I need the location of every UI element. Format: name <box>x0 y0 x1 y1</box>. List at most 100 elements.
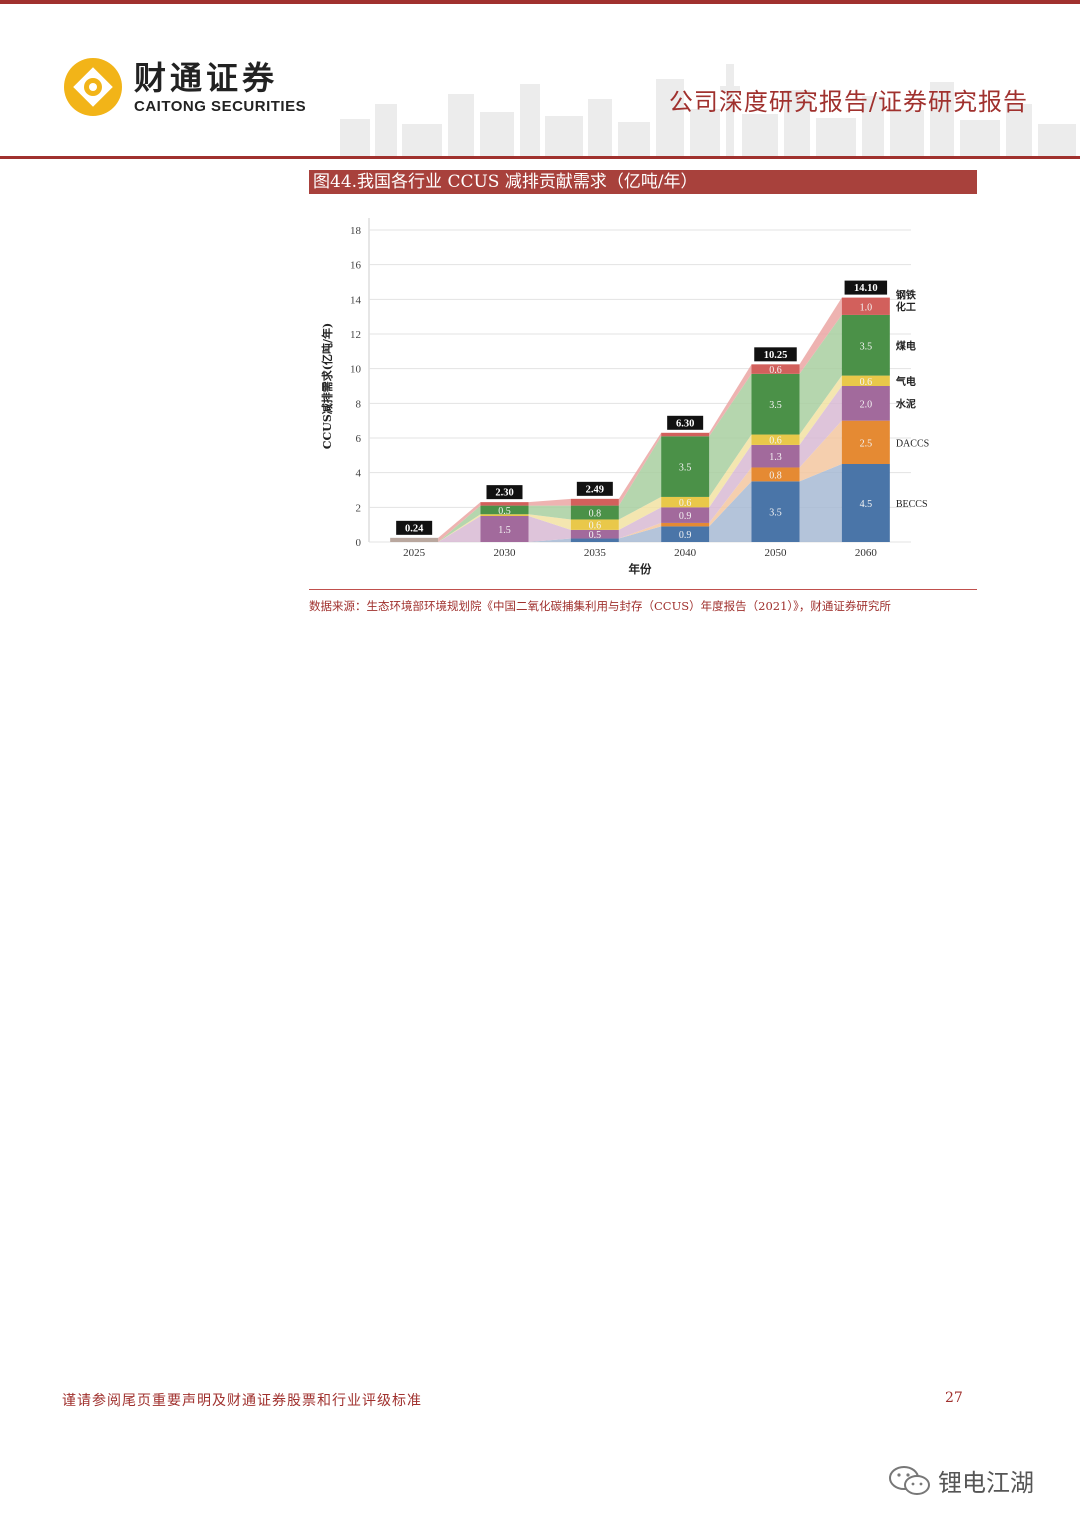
bar-segment <box>841 314 890 376</box>
x-tick-label: 2030 <box>494 547 517 559</box>
bar-segment <box>570 538 619 542</box>
data-label: 0.6 <box>679 498 692 509</box>
bar-segment <box>751 481 800 542</box>
data-label: 1.5 <box>498 525 511 536</box>
y-tick-label: 18 <box>350 225 362 237</box>
bar-segment <box>751 444 800 468</box>
ccus-stacked-chart: 0 2 4 6 8 10 12 14 16 18 0.9 3.5 4.5 0.8 2.5 1.5 0.5 0.9 1… <box>320 218 929 576</box>
series-band <box>709 444 752 523</box>
data-label: 0.6 <box>860 377 873 388</box>
bar-segment <box>480 516 529 542</box>
brand-logo: 财通证券 CAITONG SECURITIES <box>62 56 306 118</box>
data-label: 2.0 <box>860 399 873 410</box>
series-band <box>618 496 662 530</box>
series-band <box>618 507 662 539</box>
page-header: 财通证券 CAITONG SECURITIES 公司深度研究报告/证券研究报告 <box>0 4 1080 156</box>
total-badge <box>754 347 797 362</box>
x-tick-label: 2040 <box>674 547 697 559</box>
y-tick-label: 2 <box>356 502 362 514</box>
x-axis-title: 年份 <box>629 562 652 576</box>
x-tick-label: 2060 <box>855 547 878 559</box>
total-label: 0.24 <box>405 523 424 534</box>
bar-segment <box>480 514 529 516</box>
total-label: 14.10 <box>854 283 878 294</box>
city-skyline-decoration <box>340 64 1076 156</box>
series-band <box>528 498 571 506</box>
y-axis-title: CCUS减排需求(亿吨/年) <box>320 323 334 449</box>
top-border <box>0 0 1080 4</box>
series-band <box>709 467 752 527</box>
series-band <box>438 505 481 542</box>
legend-label: 钢铁 <box>896 288 916 301</box>
bar-segment <box>390 537 439 542</box>
data-label: 3.5 <box>679 463 692 474</box>
bar-segment <box>570 529 619 539</box>
bar-segment <box>661 432 710 437</box>
bar-segment <box>751 364 800 374</box>
series-band <box>528 514 571 530</box>
series-band <box>799 386 842 468</box>
y-tick-label: 0 <box>356 537 362 549</box>
data-label: 0.5 <box>498 506 511 517</box>
brand-name-cn: 财通证券 <box>134 58 279 97</box>
bar-segment <box>751 373 800 435</box>
watermark: 锂电江湖 <box>888 1463 1034 1498</box>
watermark-text: 锂电江湖 <box>938 1469 1034 1497</box>
caitong-logo-icon <box>64 58 122 116</box>
data-label: 0.6 <box>769 365 782 376</box>
bar-segment <box>751 467 800 482</box>
series-band <box>709 373 752 497</box>
data-label: 1.0 <box>860 302 873 313</box>
series-band <box>799 375 842 445</box>
series-band <box>618 432 662 506</box>
data-label: 3.5 <box>769 508 782 519</box>
series-band <box>709 364 752 437</box>
series-band <box>799 297 842 374</box>
data-label: 3.5 <box>860 341 873 352</box>
bar-segment <box>480 505 529 515</box>
y-tick-label: 14 <box>350 294 362 306</box>
figure-source: 数据来源：生态环境部环境规划院《中国二氧化碳捕集利用与封存（CCUS）年度报告（… <box>309 599 891 613</box>
figure-title: 图44.我国各行业 CCUS 减排贡献需求（亿吨/年） <box>309 170 977 194</box>
series-band <box>528 505 571 520</box>
bar-segment <box>480 502 529 506</box>
series-band <box>618 436 662 520</box>
bar-segment <box>841 297 890 315</box>
data-label: 0.6 <box>769 436 782 447</box>
total-badge <box>667 415 704 430</box>
bar-segment <box>570 519 619 530</box>
series-band <box>528 516 571 542</box>
data-label: 2.5 <box>860 438 873 449</box>
brand-name-en: CAITONG SECURITIES <box>134 97 307 115</box>
data-label: 0.9 <box>679 530 692 541</box>
x-tick-label: 2035 <box>584 547 607 559</box>
bar-segment <box>661 496 710 508</box>
y-tick-label: 8 <box>356 398 362 410</box>
total-badge <box>576 481 613 496</box>
series-band <box>799 464 842 542</box>
total-label: 2.30 <box>495 488 513 499</box>
series-band <box>799 314 842 435</box>
bar-segment <box>570 498 619 506</box>
data-label: 0.6 <box>589 521 602 532</box>
header-divider <box>0 156 1080 159</box>
bar-segment <box>661 436 710 497</box>
total-label: 2.49 <box>586 484 604 495</box>
legend-label: BECCS <box>896 499 928 510</box>
bar-segment <box>661 522 710 527</box>
bar-segment <box>661 526 710 542</box>
wechat-icon <box>889 1465 930 1495</box>
y-tick-label: 12 <box>350 329 361 341</box>
series-band <box>618 526 662 542</box>
y-tick-label: 4 <box>356 468 362 480</box>
series-band <box>438 502 481 542</box>
y-tick-label: 6 <box>356 433 362 445</box>
footer-disclaimer: 谨请参阅尾页重要声明及财通证券股票和行业评级标准 <box>62 1393 422 1409</box>
data-label: 3.5 <box>769 400 782 411</box>
y-tick-label: 16 <box>350 260 362 272</box>
report-type-label: 公司深度研究报告/证券研究报告 <box>668 88 1028 116</box>
data-label: 0.8 <box>769 470 782 481</box>
total-badge <box>486 485 523 500</box>
legend-label: 煤电 <box>896 339 916 352</box>
legend-label: 化工 <box>896 300 916 313</box>
